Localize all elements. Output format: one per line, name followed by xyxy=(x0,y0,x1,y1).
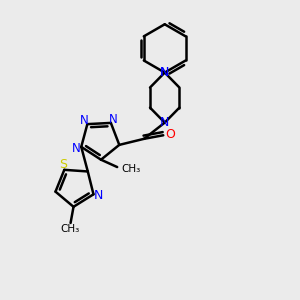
Text: N: N xyxy=(160,66,169,79)
Text: O: O xyxy=(165,128,175,141)
Text: CH₃: CH₃ xyxy=(60,224,80,235)
Text: N: N xyxy=(109,112,118,126)
Text: N: N xyxy=(72,142,80,155)
Text: N: N xyxy=(80,114,89,127)
Text: CH₃: CH₃ xyxy=(122,164,141,174)
Text: N: N xyxy=(160,66,169,79)
Text: N: N xyxy=(160,116,169,129)
Text: S: S xyxy=(59,158,67,171)
Text: N: N xyxy=(94,189,104,202)
